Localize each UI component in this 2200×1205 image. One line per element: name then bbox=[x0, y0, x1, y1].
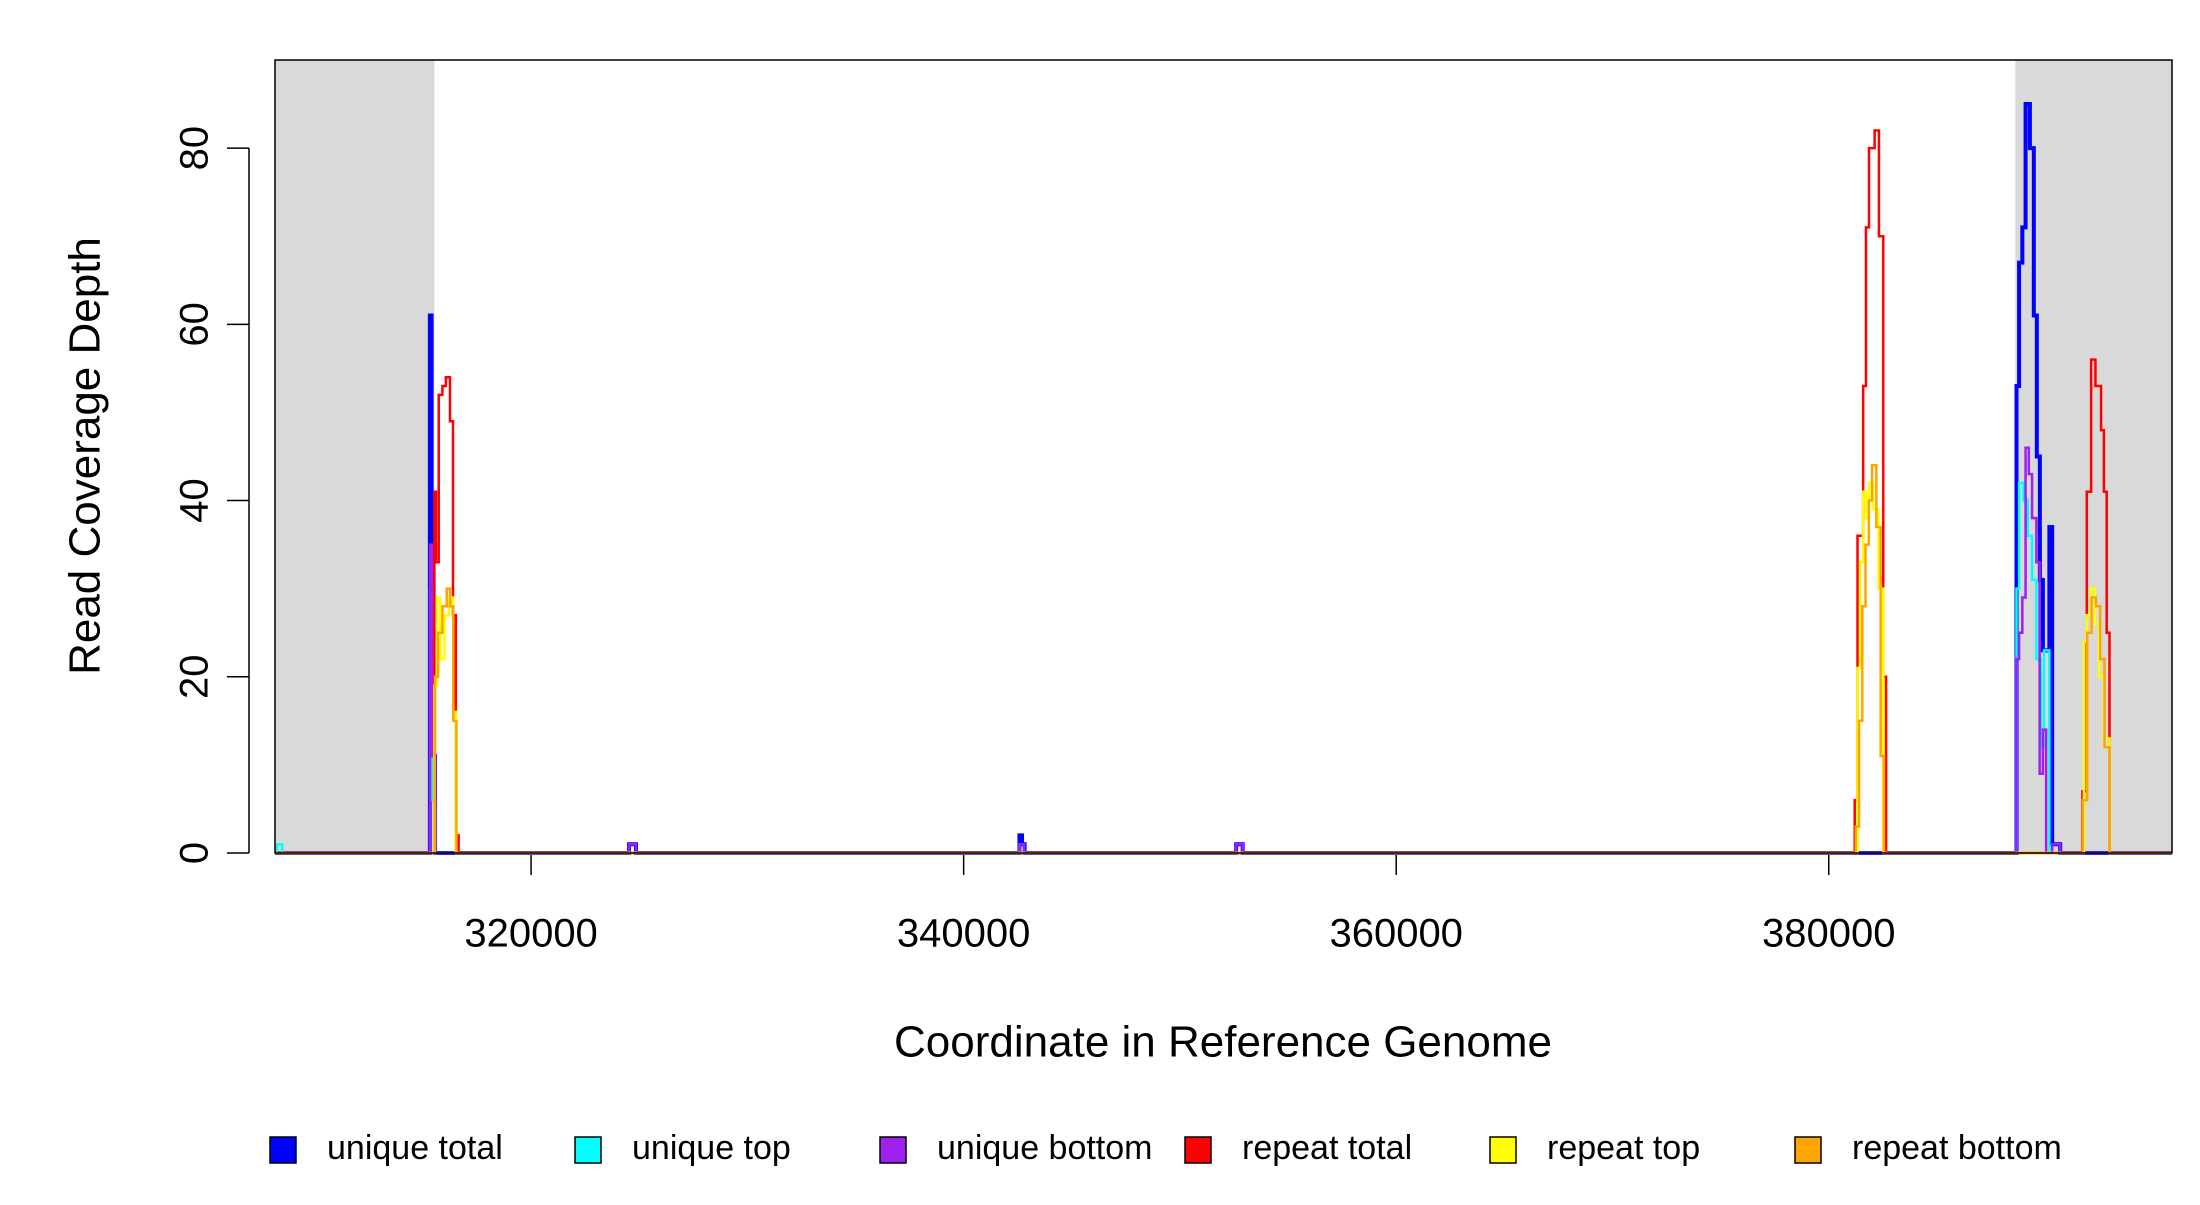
shaded-region bbox=[275, 60, 435, 853]
plot-frame bbox=[274, 59, 2173, 854]
y-tick-label: 20 bbox=[173, 655, 217, 700]
series-line bbox=[275, 481, 2172, 855]
legend-swatch bbox=[1184, 1136, 1212, 1164]
y-axis-label: Read Coverage Depth bbox=[61, 237, 110, 675]
legend-label: repeat top bbox=[1547, 1129, 1700, 1167]
series-line bbox=[275, 129, 2172, 855]
legend-swatch bbox=[574, 1136, 602, 1164]
x-tick-label: 320000 bbox=[464, 912, 597, 956]
y-tick-label: 0 bbox=[173, 842, 217, 864]
series-line bbox=[275, 464, 2172, 855]
legend-swatch bbox=[1794, 1136, 1822, 1164]
legend-label: repeat bottom bbox=[1852, 1129, 2062, 1167]
legend-label: unique bottom bbox=[937, 1129, 1153, 1167]
x-tick-label: 360000 bbox=[1329, 912, 1462, 956]
legend-label: unique total bbox=[327, 1129, 503, 1167]
legend-label: unique top bbox=[632, 1129, 791, 1167]
y-tick-label: 80 bbox=[173, 126, 217, 171]
legend-swatch bbox=[269, 1136, 297, 1164]
y-tick-label: 60 bbox=[173, 302, 217, 347]
legend-swatch bbox=[1489, 1136, 1517, 1164]
series-line bbox=[275, 481, 2172, 855]
legend-swatch bbox=[879, 1136, 907, 1164]
series-line bbox=[275, 102, 2172, 855]
y-tick-label: 40 bbox=[173, 478, 217, 523]
series-line bbox=[275, 446, 2172, 855]
x-tick-label: 380000 bbox=[1762, 912, 1895, 956]
x-tick-label: 340000 bbox=[897, 912, 1030, 956]
legend-label: repeat total bbox=[1242, 1129, 1412, 1167]
x-axis-label: Coordinate in Reference Genome bbox=[894, 1018, 1552, 1067]
